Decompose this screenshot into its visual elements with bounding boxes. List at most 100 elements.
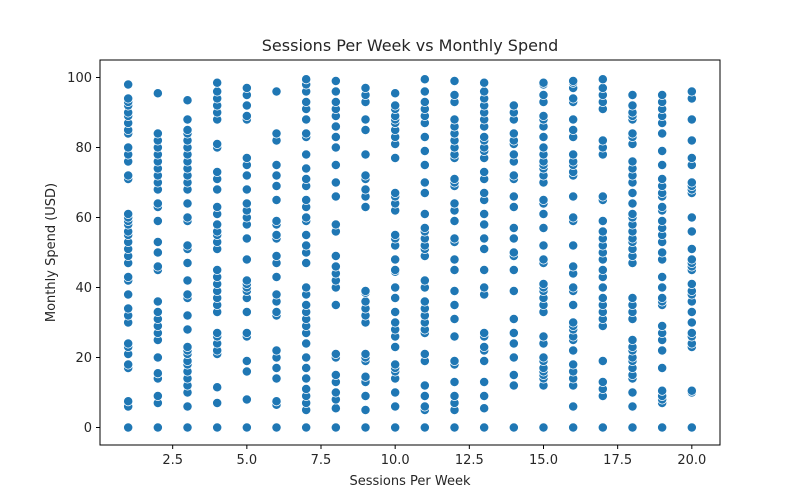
data-point [360,422,371,433]
data-point [686,279,697,289]
data-point [657,146,668,156]
data-point [449,114,460,125]
data-point [479,356,490,366]
data-point [330,160,341,170]
data-point [479,209,490,219]
data-point [330,76,341,86]
data-point [241,233,252,244]
data-point [479,377,490,387]
data-point [568,401,579,412]
data-point [568,300,579,310]
data-point [479,422,490,433]
data-point [182,258,193,268]
data-point [508,286,519,296]
data-point [330,86,341,97]
data-point [360,296,371,307]
data-point [479,188,490,198]
data-point [508,223,519,233]
data-point [301,114,312,125]
data-point [449,300,460,310]
data-point [538,209,549,219]
x-axis-ticks: 2.5 5.0 7.5 10.0 12.5 15.0 17.5 20.0 [162,445,706,468]
x-tick-label: 20.0 [677,453,706,468]
data-point [686,422,697,433]
data-point [449,174,460,184]
data-point [152,198,163,209]
data-point [657,160,668,170]
data-point [212,398,223,408]
data-point [152,368,163,379]
data-point [538,240,549,251]
data-point [419,74,430,85]
data-point [182,114,193,125]
data-point [627,100,638,111]
data-point [449,233,460,244]
data-point [686,307,697,317]
data-point [686,226,697,237]
data-point [568,282,579,293]
data-point [301,163,312,174]
data-point [686,317,697,328]
data-point [508,352,519,363]
data-point [301,352,312,363]
data-point [508,380,519,391]
data-point [241,275,252,286]
data-point [686,385,697,396]
data-point [271,216,282,226]
data-point [330,349,341,359]
data-point [182,324,193,335]
data-point [271,160,282,170]
data-point [419,188,430,198]
data-point [182,125,193,135]
x-tick-label: 5.0 [236,453,257,468]
data-point [123,289,134,300]
y-tick-label: 20 [75,351,92,366]
data-point [657,90,668,100]
data-point [627,422,638,433]
data-point [390,230,401,240]
data-point [449,391,460,401]
data-point [627,198,638,209]
data-point [330,403,341,414]
data-point [212,422,223,433]
x-tick-label: 10.0 [381,453,410,468]
data-point [360,371,371,382]
data-point [152,391,163,401]
data-point [597,293,608,303]
data-point [271,363,282,373]
data-point [627,188,638,198]
data-point [212,184,223,195]
data-point [390,254,401,265]
data-point [449,314,460,324]
data-point [390,88,401,99]
data-point [330,219,341,230]
y-tick-label: 100 [67,71,92,86]
data-point [301,422,312,433]
data-point [508,247,519,258]
data-point [212,382,223,393]
data-point [360,149,371,160]
data-point [123,209,134,219]
y-tick-label: 80 [75,141,92,156]
data-point [241,170,252,181]
data-point [627,128,638,139]
data-point [508,202,519,212]
data-point [568,114,579,125]
data-point [301,212,312,223]
data-point [657,174,668,184]
chart-title: Sessions Per Week vs Monthly Spend [262,36,558,55]
data-point [182,275,193,286]
data-point [657,128,668,139]
data-point [301,338,312,349]
data-point [241,366,252,377]
data-point [686,254,697,265]
data-point [479,233,490,244]
data-point [419,422,430,433]
data-point [479,77,490,88]
data-point [271,396,282,407]
data-point [241,198,252,209]
data-point [330,422,341,433]
data-point [419,177,430,188]
data-point [419,146,430,156]
data-point [123,79,134,90]
